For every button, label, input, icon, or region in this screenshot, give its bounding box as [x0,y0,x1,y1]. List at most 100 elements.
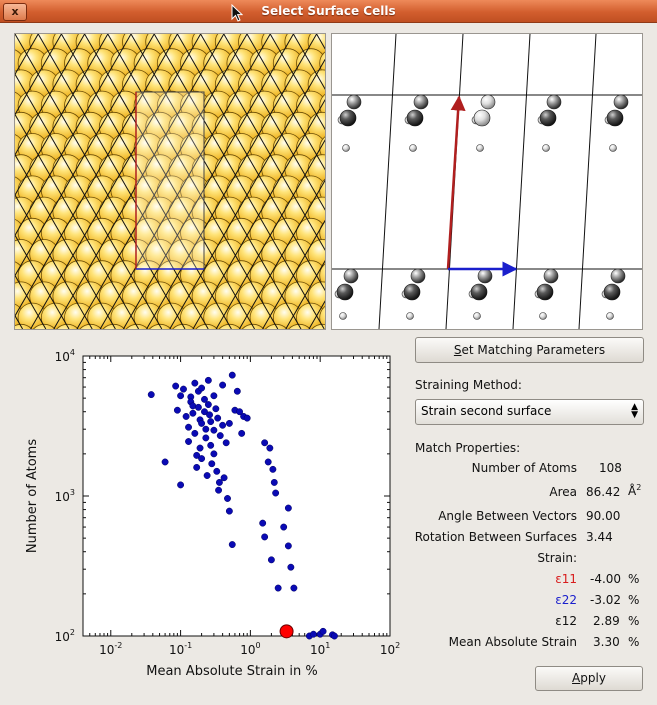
match-point[interactable] [172,382,180,390]
match-point[interactable] [287,563,295,571]
match-point[interactable] [225,419,233,427]
match-point[interactable] [284,542,292,550]
angle-label: Angle Between Vectors [438,509,577,523]
match-point[interactable] [272,489,280,497]
match-point[interactable] [202,425,210,433]
molecular-surface-lattice [332,34,642,329]
lattice-vector-a [446,95,466,270]
strain-scatter-plot[interactable]: 10-2 10-1 100 101 102 102 103 104 Mean Absolute… [12,337,408,682]
match-point[interactable] [222,439,230,447]
match-point[interactable] [161,458,169,466]
gold-atom [15,323,33,329]
e22-unit: % [628,593,640,607]
match-point[interactable] [215,486,223,494]
match-point[interactable] [207,441,215,449]
match-point[interactable] [194,403,202,411]
e11-unit: % [628,572,640,586]
match-point[interactable] [284,504,292,512]
area-value: 86.42 [586,485,621,499]
second-surface-view[interactable] [331,33,643,330]
match-point[interactable] [243,414,251,422]
num-atoms-value: 108 [599,461,622,475]
match-point[interactable] [264,458,272,466]
match-point[interactable] [280,523,288,531]
match-point[interactable] [147,391,155,399]
e11-label: ε11 [555,572,577,586]
match-point[interactable] [214,414,222,422]
match-point[interactable] [185,423,192,431]
match-point[interactable] [210,426,218,434]
match-point[interactable] [196,444,204,452]
match-point[interactable] [198,419,206,427]
match-point[interactable] [198,455,206,463]
match-point[interactable] [219,381,227,389]
match-point[interactable] [173,406,181,414]
match-point[interactable] [330,632,338,640]
match-point[interactable] [198,384,206,392]
match-point[interactable] [212,405,220,413]
match-point[interactable] [233,387,241,395]
match-point[interactable] [220,474,228,482]
match-point[interactable] [191,429,199,437]
match-point[interactable] [236,408,244,416]
molecule [468,268,493,320]
match-point[interactable] [224,495,231,502]
match-point[interactable] [259,519,267,527]
match-point[interactable] [177,392,185,400]
match-point[interactable] [228,371,236,379]
e12-label: ε12 [555,614,577,628]
match-point[interactable] [266,444,274,452]
match-point[interactable] [182,413,190,420]
match-point[interactable] [215,478,223,486]
match-point[interactable] [309,630,317,638]
match-point[interactable] [269,465,277,473]
x-axis-label: Mean Absolute Strain in % [146,664,317,679]
first-surface-view[interactable] [14,33,326,330]
match-point[interactable] [204,401,212,409]
match-point[interactable] [219,421,227,429]
match-point[interactable] [213,467,221,475]
selected-match-point[interactable] [279,624,294,639]
e12-value: 2.89 [593,614,620,628]
match-point[interactable] [290,584,298,592]
match-point[interactable] [193,451,201,459]
match-point[interactable] [202,434,210,442]
match-point[interactable] [261,439,269,447]
match-point[interactable] [193,463,201,471]
match-point[interactable] [210,392,218,400]
match-point[interactable] [191,379,199,387]
match-point[interactable] [208,460,216,468]
close-button[interactable]: x [3,3,27,21]
match-point[interactable] [201,408,208,416]
match-point[interactable] [180,385,187,393]
match-point[interactable] [270,478,278,486]
y-tick-label: 103 [55,488,75,504]
num-atoms-label: Number of Atoms [471,461,577,475]
match-point[interactable] [261,533,269,541]
match-point[interactable] [225,507,233,515]
straining-method-select[interactable]: Strain second surface ▲ ▼ [415,399,644,425]
match-point[interactable] [204,376,212,384]
set-matching-parameters-button[interactable]: Set Matching Parameters [415,337,644,363]
match-point[interactable] [216,432,224,440]
match-point[interactable] [267,556,275,564]
gold-atom [319,263,325,287]
match-point[interactable] [319,627,327,635]
match-point[interactable] [189,409,197,417]
match-point[interactable] [206,411,214,419]
match-point[interactable] [210,450,218,458]
molecule [534,268,559,320]
match-point[interactable] [177,481,185,489]
match-point[interactable] [238,429,246,437]
match-point[interactable] [207,418,215,426]
apply-button[interactable]: Apply [535,666,643,691]
match-point[interactable] [185,438,192,445]
match-point[interactable] [228,541,236,549]
match-point[interactable] [203,472,211,479]
straining-method-label: Straining Method: [415,378,522,392]
strain-label: Strain: [537,551,577,565]
match-point[interactable] [201,395,208,403]
e22-value: -3.02 [590,593,622,607]
match-point[interactable] [274,584,282,592]
y-axis-label: Number of Atoms [25,439,40,553]
